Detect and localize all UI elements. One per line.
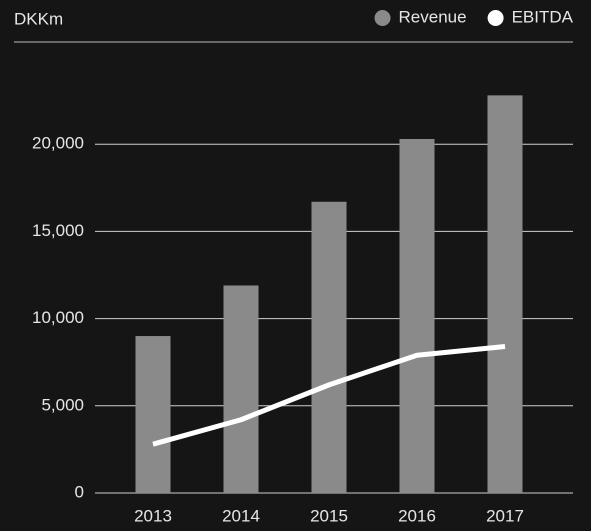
y-tick-label: 0 [75, 482, 84, 501]
x-tick-label: 2016 [398, 506, 436, 525]
legend-swatch [487, 10, 504, 26]
x-tick-label: 2017 [486, 506, 524, 525]
x-tick-label: 2014 [222, 506, 260, 525]
y-tick-label: 15,000 [32, 221, 84, 240]
line [152, 344, 506, 447]
bar [487, 95, 523, 494]
bar [399, 138, 435, 493]
legend-swatch [374, 10, 391, 26]
bar [135, 336, 171, 493]
x-tick-label: 2013 [134, 506, 172, 525]
bar [311, 201, 347, 493]
x-tick-label: 2015 [310, 506, 348, 525]
legend-label: EBITDA [512, 7, 574, 26]
y-tick-label: 20,000 [32, 134, 84, 153]
y-tick-label: 10,000 [32, 308, 84, 327]
legend-label: Revenue [399, 7, 467, 26]
y-tick-label: 5,000 [41, 395, 84, 414]
bar [223, 285, 259, 493]
y-axis-label: DKKm [14, 9, 63, 28]
